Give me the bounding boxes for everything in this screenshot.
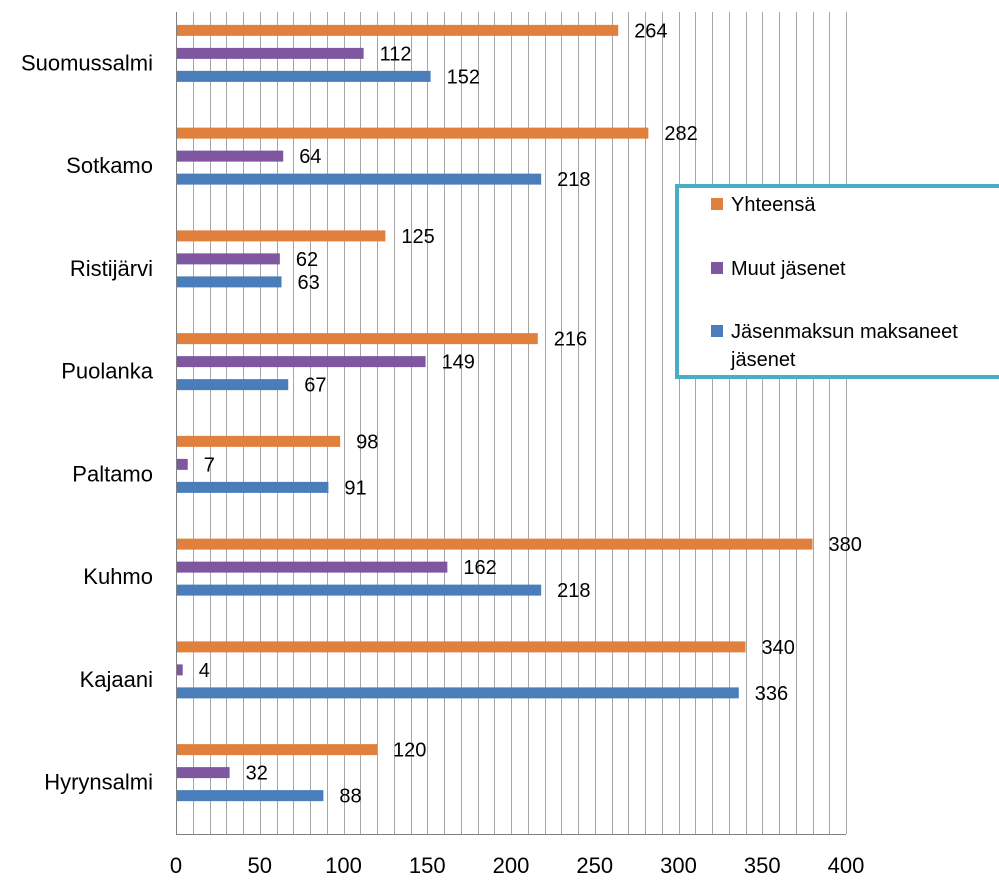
bar xyxy=(177,70,431,82)
bar xyxy=(177,744,377,756)
category-label: Suomussalmi xyxy=(21,50,153,75)
bar xyxy=(177,379,289,391)
legend-box xyxy=(675,184,999,379)
bar xyxy=(177,333,538,345)
x-tick-label: 400 xyxy=(828,853,865,878)
data-label: 218 xyxy=(557,169,590,191)
category-label: Paltamo xyxy=(72,461,153,486)
bar xyxy=(177,641,746,653)
bar xyxy=(177,790,324,802)
data-label: 4 xyxy=(199,660,210,682)
legend-swatch xyxy=(711,325,723,337)
legend-label: Yhteensä xyxy=(731,194,816,216)
x-tick-labels: 0 50 100 150 200 250 300 350 400 xyxy=(170,853,864,878)
bar xyxy=(177,47,364,59)
legend-swatch xyxy=(711,198,723,210)
data-label: 162 xyxy=(463,557,496,579)
category-labels: Suomussalmi Sotkamo Ristijärvi Puolanka Palt… xyxy=(21,50,154,794)
data-label: 340 xyxy=(762,637,795,659)
bar xyxy=(177,435,341,447)
bar xyxy=(177,24,619,36)
data-label: 62 xyxy=(296,249,318,271)
bar xyxy=(177,538,813,550)
bar xyxy=(177,150,284,162)
data-label: 216 xyxy=(554,329,587,351)
data-label: 125 xyxy=(401,226,434,248)
data-label: 67 xyxy=(304,375,326,397)
x-tick-label: 0 xyxy=(170,853,182,878)
legend: Yhteensä Muut jäsenet Jäsenmaksun maksanee… xyxy=(675,184,999,379)
bar xyxy=(177,173,542,185)
data-label: 218 xyxy=(557,580,590,602)
x-tick-label: 250 xyxy=(576,853,613,878)
bar xyxy=(177,127,649,139)
bar xyxy=(177,253,280,265)
x-tick-label: 350 xyxy=(744,853,781,878)
data-label: 264 xyxy=(634,20,667,42)
x-tick-label: 50 xyxy=(248,853,272,878)
legend-label: Jäsenmaksun maksaneet jäsenet xyxy=(730,321,958,371)
category-label: Kajaani xyxy=(80,667,153,692)
data-label: 149 xyxy=(442,352,475,374)
x-tick-label: 150 xyxy=(409,853,446,878)
data-label: 112 xyxy=(380,43,412,65)
bar xyxy=(177,561,448,573)
category-label: Puolanka xyxy=(61,359,154,384)
data-label: 32 xyxy=(246,763,268,785)
data-label: 152 xyxy=(447,66,480,88)
bar xyxy=(177,664,183,676)
data-label: 282 xyxy=(664,123,697,145)
bar xyxy=(177,276,282,288)
bar xyxy=(177,230,386,242)
category-label: Kuhmo xyxy=(83,564,153,589)
axes xyxy=(176,12,846,835)
x-tick-label: 100 xyxy=(325,853,362,878)
category-label: Hyrynsalmi xyxy=(44,770,153,795)
data-label: 336 xyxy=(755,683,788,705)
legend-swatch xyxy=(711,262,723,274)
bar xyxy=(177,584,542,596)
data-label: 63 xyxy=(298,272,320,294)
bar xyxy=(177,458,188,470)
data-label: 120 xyxy=(393,740,426,762)
data-label: 98 xyxy=(356,431,378,453)
data-label: 64 xyxy=(299,146,321,168)
x-tick-label: 300 xyxy=(660,853,697,878)
data-label: 88 xyxy=(339,786,361,808)
bar xyxy=(177,356,426,368)
bar xyxy=(177,767,230,779)
data-label: 380 xyxy=(829,534,862,556)
data-label: 91 xyxy=(344,477,366,499)
category-label: Sotkamo xyxy=(66,153,153,178)
bars xyxy=(177,24,813,802)
bar xyxy=(177,481,329,493)
data-label: 7 xyxy=(204,454,215,476)
category-label: Ristijärvi xyxy=(70,256,153,281)
legend-label: Muut jäsenet xyxy=(731,258,846,280)
x-tick-label: 200 xyxy=(493,853,530,878)
bar xyxy=(177,687,739,699)
